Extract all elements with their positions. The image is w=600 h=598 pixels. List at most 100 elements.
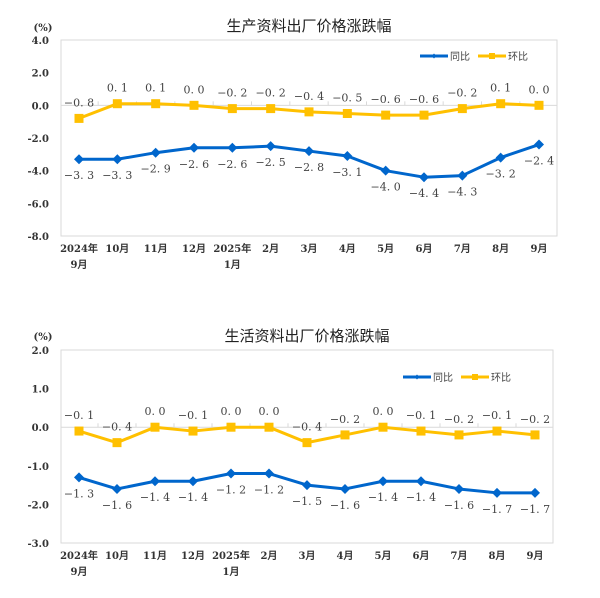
data-label: −0. 6 [409, 93, 439, 106]
legend-label: 环比 [508, 51, 528, 63]
plot-frame [60, 39, 558, 237]
x-tick-label: 10月 [105, 243, 129, 255]
data-point-diamond [454, 483, 464, 494]
data-label: −0. 2 [444, 413, 474, 426]
data-point-square [381, 110, 391, 120]
data-point-square [74, 113, 84, 123]
legend-item-mom: 环比 [461, 372, 511, 384]
x-tick-label-line2: 9月 [71, 259, 88, 271]
data-label: −0. 2 [217, 87, 247, 100]
data-point-diamond [342, 150, 353, 161]
data-point-diamond [264, 468, 274, 479]
y-tick-label: -8.0 [27, 232, 49, 243]
data-point-diamond [378, 476, 388, 487]
data-label: −4. 0 [371, 181, 401, 194]
data-label: −0. 2 [447, 87, 477, 100]
data-label: −1. 4 [140, 491, 170, 504]
data-point-square [150, 422, 160, 432]
data-point-square [302, 438, 312, 448]
data-label: 0. 1 [490, 82, 511, 95]
data-label: −4. 4 [409, 187, 439, 200]
data-point-square [530, 430, 540, 440]
x-tick-label: 2月 [261, 550, 278, 562]
x-tick-label: 9月 [527, 550, 544, 562]
legend: 同比 环比 [403, 372, 511, 384]
data-label: −0. 1 [406, 409, 436, 422]
x-tick-label: 3月 [301, 243, 318, 255]
data-label: 0. 0 [184, 83, 205, 96]
data-point-square [492, 426, 502, 436]
data-point-square [342, 109, 352, 118]
data-point-square [419, 110, 429, 120]
data-point-diamond [112, 483, 122, 494]
data-label: −1. 5 [292, 495, 322, 508]
data-label: −0. 2 [520, 413, 550, 426]
chart-title: 生产资料出厂价格涨跌幅 [226, 17, 391, 35]
data-point-diamond [495, 152, 506, 163]
y-tick-label: 2.0 [32, 346, 49, 357]
data-point-diamond [226, 468, 236, 479]
data-label: −1. 4 [178, 491, 208, 504]
data-point-diamond [150, 476, 160, 487]
data-label: −3. 1 [332, 166, 362, 179]
x-tick-label: 5月 [375, 550, 392, 562]
y-tick-label: 4.0 [32, 36, 49, 47]
data-point-square [378, 422, 388, 432]
data-point-square [454, 430, 464, 440]
legend-item-yoy: 同比 [403, 372, 453, 384]
x-tick-label: 6月 [416, 243, 433, 255]
x-tick-label: 2024年 [60, 549, 98, 562]
x-tick-label: 2025年 [212, 549, 250, 562]
y-axis-unit: (%) [34, 332, 53, 343]
data-label: −2. 5 [256, 156, 286, 169]
data-label: −1. 2 [254, 484, 284, 497]
x-tick-label: 9月 [531, 243, 548, 255]
data-label: −0. 4 [294, 90, 324, 103]
data-point-diamond [380, 165, 391, 176]
data-label: 0. 1 [145, 82, 166, 95]
x-tick-label-line2: 1月 [223, 566, 240, 578]
data-label: −3. 3 [64, 169, 94, 182]
data-point-diamond [457, 170, 468, 181]
x-tick-label: 11月 [143, 550, 167, 562]
x-tick-label: 8月 [489, 550, 506, 562]
data-point-diamond [340, 483, 350, 494]
data-label: −1. 3 [64, 487, 94, 500]
data-point-diamond [227, 142, 238, 153]
series-yoy: −3. 3 −3. 3 −2. 9 −2. 6 −2. 6 −2. 5 −2. 8 −3. 1… [64, 139, 554, 200]
data-point-square [266, 104, 276, 114]
data-point-square [151, 99, 161, 109]
data-point-square [264, 422, 274, 432]
y-tick-label: -2.0 [27, 500, 49, 511]
data-label: 0. 0 [259, 405, 280, 418]
y-axis-unit: (%) [34, 23, 53, 34]
data-label: −0. 5 [332, 92, 362, 105]
data-label: −0. 4 [102, 421, 132, 434]
data-point-diamond [74, 472, 84, 483]
data-label: −2. 8 [294, 161, 324, 174]
chart-producer-goods: 生产资料出厂价格涨跌幅 (%) 4.0 2.0 0.0 -2.0 -4.0 -6.0 -8.… [27, 17, 558, 271]
data-label: −0. 6 [371, 93, 401, 106]
data-label: −3. 3 [102, 169, 132, 182]
data-point-diamond [304, 146, 314, 157]
data-point-diamond [530, 487, 540, 498]
y-tick-label: 0.0 [32, 423, 49, 434]
data-point-square [534, 100, 544, 110]
data-label: −0. 4 [292, 421, 322, 434]
x-tick-label: 4月 [337, 550, 354, 562]
x-tick-label-line2: 1月 [224, 259, 241, 271]
y-tick-label: 2.0 [32, 69, 49, 80]
data-label: 0. 0 [221, 405, 242, 418]
legend-marker-diamond [431, 53, 437, 59]
x-tick-label: 2月 [262, 243, 279, 255]
data-label: −0. 2 [256, 87, 286, 100]
data-point-square [496, 99, 506, 109]
data-point-diamond [265, 141, 276, 152]
data-point-square [112, 438, 122, 448]
x-tick-label: 8月 [492, 243, 509, 255]
data-point-square [189, 100, 199, 110]
data-label: −4. 3 [447, 186, 477, 199]
data-point-diamond [416, 476, 426, 487]
data-label: −1. 2 [216, 484, 246, 497]
data-label: −1. 6 [444, 499, 474, 512]
